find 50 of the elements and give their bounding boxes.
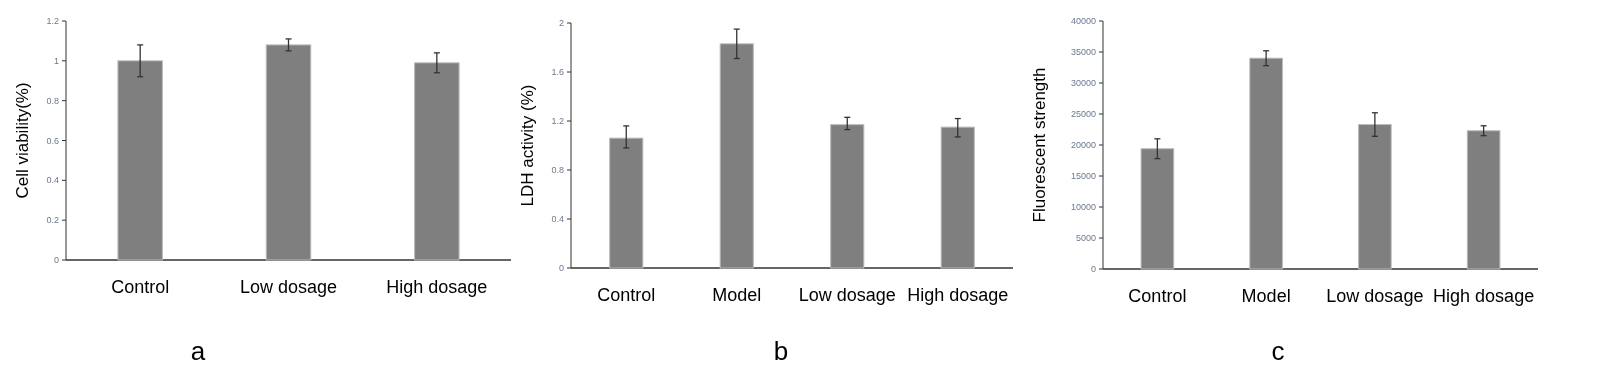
y-tick-label: 40000 [1070,16,1096,27]
bar [1249,57,1283,270]
y-tick-label: 35000 [1070,47,1096,58]
x-tick-label: Control [1128,286,1187,306]
x-tick-label: Control [597,285,656,305]
y-tick-label: 0.8 [551,165,564,176]
x-tick-label: Model [712,285,762,305]
y-tick-label: 5000 [1075,233,1096,244]
y-tick-label: 0 [558,263,564,274]
y-tick-label: 1.2 [551,116,564,127]
y-tick-label: 30000 [1070,78,1096,89]
y-tick-label: 2 [558,18,564,29]
bar [609,137,644,269]
y-tick-label: 20000 [1070,140,1096,151]
y-tick-label: 0 [1090,264,1096,275]
bar [117,60,163,261]
text: a [190,336,206,366]
y-tick-label: 25000 [1070,109,1096,120]
x-tick-label: Low dosage [798,285,896,305]
x-tick-label: High dosage [907,285,1009,305]
bar [830,124,865,269]
y-tick-label: 0.6 [46,135,59,146]
y-tick-label: 0.4 [46,175,59,186]
y-tick-label: 15000 [1070,171,1096,182]
x-tick-label: High dosage [1433,286,1535,306]
bar [265,44,312,261]
y-axis-title: LDH activity (%) [518,84,537,207]
bar [719,43,754,269]
y-axis-title: Cell viability(%) [13,82,32,199]
text: b [773,336,789,366]
x-tick-label: Low dosage [239,277,338,297]
x-tick-label: High dosage [386,277,488,297]
y-axis-title: Fluorescent strength [1030,67,1049,223]
y-tick-label: 0.2 [46,215,59,226]
bar [1466,130,1501,270]
bar [1358,124,1392,270]
y-tick-label: 0.4 [551,214,564,225]
bar [940,126,975,269]
y-tick-label: 10000 [1070,202,1096,213]
y-tick-label: 0 [53,255,59,266]
x-tick-label: Control [111,277,170,297]
text: c [1271,336,1285,366]
y-tick-label: 1 [53,55,59,66]
y-tick-label: 1.6 [551,67,564,78]
bar [414,62,460,261]
y-tick-label: 0.8 [46,95,59,106]
x-tick-label: Model [1241,286,1291,306]
x-tick-label: Low dosage [1326,286,1424,306]
y-tick-label: 1.2 [46,16,59,27]
bar [1140,148,1175,270]
